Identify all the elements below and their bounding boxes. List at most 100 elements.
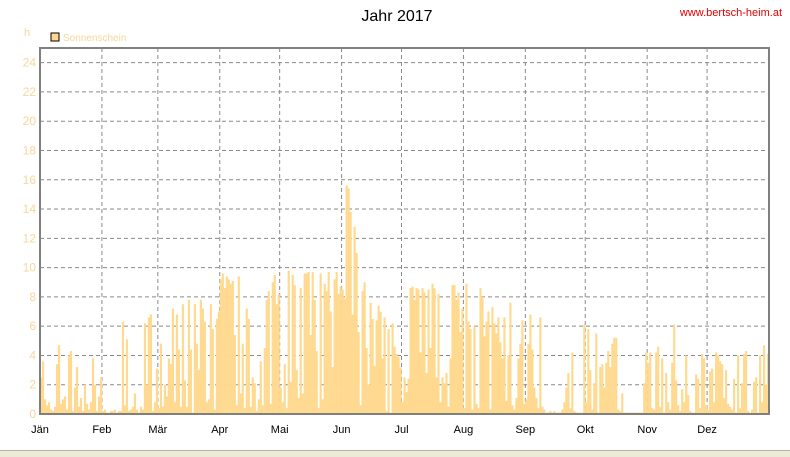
- bar: [293, 285, 296, 414]
- bar: [167, 358, 170, 414]
- bar: [99, 377, 103, 414]
- y-tick-label: 10: [23, 261, 37, 275]
- bar: [643, 383, 646, 414]
- bar: [371, 318, 374, 414]
- bar: [261, 405, 264, 414]
- bar: [331, 367, 334, 414]
- bar: [155, 368, 158, 414]
- y-tick-label: 24: [23, 56, 37, 70]
- bar: [325, 291, 328, 414]
- bar: [289, 381, 292, 414]
- bar: [55, 364, 59, 414]
- bar: [531, 349, 534, 414]
- site-link[interactable]: www.bertsch-heim.at: [679, 7, 782, 19]
- bar: [179, 406, 182, 414]
- x-tick-label: Dez: [697, 424, 717, 436]
- bar: [59, 403, 63, 414]
- bar: [239, 393, 242, 414]
- bar: [215, 318, 218, 414]
- bar: [659, 406, 662, 414]
- x-tick-label: Jul: [394, 424, 408, 436]
- bar: [205, 402, 208, 414]
- plot-frame: [39, 47, 770, 415]
- bar: [697, 378, 700, 414]
- bar: [61, 399, 65, 414]
- bar: [571, 352, 574, 414]
- bar: [255, 411, 258, 414]
- bar: [257, 399, 260, 414]
- bar: [585, 402, 588, 414]
- bar: [719, 361, 722, 414]
- bar: [341, 289, 344, 414]
- bar: [153, 402, 156, 414]
- bar: [299, 288, 302, 414]
- bar: [43, 399, 47, 414]
- bar: [183, 380, 186, 414]
- bar: [263, 348, 266, 414]
- bar: [455, 299, 458, 414]
- bar: [527, 343, 530, 414]
- bar: [161, 406, 164, 414]
- bar: [77, 406, 81, 414]
- bar: [40, 377, 43, 414]
- bar: [723, 397, 726, 414]
- bar: [645, 352, 648, 414]
- bar: [745, 351, 748, 414]
- bar: [63, 396, 67, 414]
- x-tick-label: Apr: [211, 424, 228, 436]
- bar: [65, 409, 69, 414]
- bar: [615, 337, 618, 414]
- bar: [285, 408, 288, 414]
- bar: [345, 185, 348, 414]
- bar: [495, 333, 498, 414]
- bar: [465, 283, 468, 414]
- bar: [463, 408, 466, 414]
- bar: [279, 387, 282, 414]
- bar: [47, 402, 51, 414]
- bar: [717, 355, 720, 414]
- bar: [229, 283, 232, 414]
- bar: [317, 408, 320, 414]
- bar: [207, 399, 210, 414]
- bar: [301, 393, 304, 414]
- bar: [185, 406, 188, 414]
- bar: [395, 353, 398, 414]
- bar: [269, 403, 272, 414]
- bar: [235, 405, 238, 414]
- bar: [335, 271, 338, 414]
- bar: [497, 317, 500, 414]
- bar: [449, 358, 452, 414]
- x-tick-label: Jun: [333, 424, 351, 436]
- bar: [685, 355, 688, 414]
- legend-swatch: [50, 32, 60, 42]
- bar: [485, 321, 488, 414]
- bar: [683, 402, 686, 414]
- bar: [287, 270, 290, 414]
- bar: [45, 405, 49, 414]
- bar: [195, 343, 198, 414]
- bar: [357, 332, 360, 414]
- bar: [539, 317, 542, 414]
- bar: [759, 355, 762, 414]
- bar: [439, 402, 442, 414]
- bar: [681, 389, 684, 414]
- bar: [591, 409, 594, 414]
- bar: [617, 409, 620, 414]
- bar: [87, 409, 91, 414]
- bar: [537, 408, 540, 414]
- bar: [353, 226, 356, 414]
- bar: [297, 397, 300, 414]
- bar: [231, 280, 234, 414]
- bar: [303, 273, 306, 414]
- bar: [445, 373, 448, 414]
- bar: [403, 377, 406, 414]
- bar: [79, 397, 83, 414]
- bar: [535, 397, 538, 414]
- bar: [649, 352, 652, 414]
- bar: [211, 329, 214, 414]
- y-tick-label: 18: [23, 143, 37, 157]
- bar: [225, 276, 228, 414]
- bar: [503, 317, 506, 414]
- bar: [203, 321, 206, 414]
